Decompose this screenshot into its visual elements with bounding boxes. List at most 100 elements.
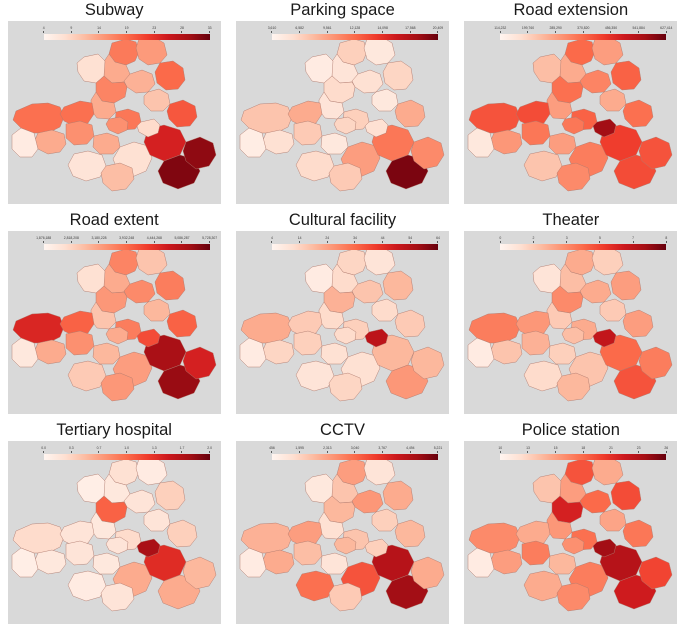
colorbar-tick-label: 14 bbox=[297, 236, 302, 240]
choropleth-map bbox=[11, 36, 216, 192]
district-guro-w bbox=[468, 127, 495, 158]
district-gangdong bbox=[410, 346, 445, 380]
colorbar-tick-label: 18 bbox=[581, 446, 586, 450]
colorbar-tick-mark bbox=[382, 241, 384, 244]
district-yeongdeungpo bbox=[293, 540, 323, 566]
district-gwanak bbox=[295, 150, 335, 182]
colorbar-tick-label: 21 bbox=[609, 446, 613, 450]
district-jongno bbox=[95, 285, 127, 314]
district-guro-w bbox=[11, 547, 38, 578]
district-gwangjin bbox=[166, 519, 197, 548]
map-canvas: 10 13 15 18 21 23 26 bbox=[464, 441, 678, 624]
map-canvas: 0 2 3 5 7 8 bbox=[464, 231, 678, 414]
colorbar-tick-mark bbox=[271, 241, 273, 244]
district-dongdaemun bbox=[143, 508, 170, 532]
district-nowon-n bbox=[592, 456, 624, 486]
map-panel-road-extent: Road extent 1,876,188 2,818,208 3,180,228 3… bbox=[0, 210, 228, 420]
district-yangcheon bbox=[34, 339, 66, 365]
district-yangcheon bbox=[262, 129, 295, 155]
district-gangseo bbox=[12, 522, 64, 554]
map-panel-road-extension: Road extension 114,232 199,760 285,290 370,… bbox=[457, 0, 685, 210]
colorbar-tick-label: 17,568 bbox=[405, 26, 416, 30]
colorbar-tick-mark bbox=[98, 451, 100, 454]
colorbar-ticks: 456 1,595 2,313 3,040 3,767 4,494 5,221 bbox=[269, 446, 442, 454]
colorbar-tick-mark bbox=[409, 31, 411, 34]
panel-title: Parking space bbox=[290, 1, 395, 19]
district-guro-w bbox=[239, 127, 267, 158]
colorbar-tick-label: 44 bbox=[380, 236, 385, 240]
colorbar-tick-label: 2.0 bbox=[207, 446, 213, 450]
district-jungnang bbox=[154, 480, 185, 511]
colorbar-tick-mark bbox=[555, 451, 557, 454]
district-jung bbox=[562, 326, 585, 345]
colorbar-tick-label: 456 bbox=[269, 446, 275, 450]
map-canvas: 4 14 24 34 44 54 64 bbox=[235, 231, 449, 414]
district-nowon-c bbox=[364, 538, 389, 558]
district-jung bbox=[333, 326, 357, 345]
colorbar-tick-label: 13 bbox=[526, 446, 530, 450]
district-jungnang bbox=[154, 60, 185, 91]
colorbar-tick-mark bbox=[409, 241, 411, 244]
district-nowon-c bbox=[136, 118, 160, 138]
colorbar-ticks: 1,876,188 2,818,208 3,180,228 3,932,248 4,44… bbox=[36, 236, 217, 244]
colorbar-tick-mark bbox=[437, 451, 439, 454]
district-geumcheon bbox=[557, 162, 591, 192]
district-yangcheon bbox=[34, 549, 66, 575]
colorbar-ticks: 3,610 6,582 9,561 12,128 14,098 17,568 20,409 bbox=[268, 26, 443, 34]
district-gangdong bbox=[639, 556, 673, 590]
district-geumcheon bbox=[557, 372, 591, 402]
colorbar-tick-label: 9 bbox=[70, 26, 73, 30]
district-yeongdeungpo bbox=[522, 540, 551, 566]
colorbar-tick-label: 23 bbox=[636, 446, 641, 450]
colorbar: 0 2 3 5 7 8 bbox=[499, 236, 667, 250]
colorbar-tick-label: 3,040 bbox=[350, 446, 360, 450]
colorbar-tick-mark bbox=[98, 241, 100, 244]
district-jongno bbox=[552, 75, 584, 104]
colorbar-tick-mark bbox=[126, 451, 128, 454]
colorbar-tick-mark bbox=[153, 31, 155, 34]
colorbar-tick-mark bbox=[499, 241, 501, 244]
map-canvas: 114,232 199,760 285,290 370,820 456,350 541,8… bbox=[464, 21, 678, 204]
colorbar-ticks: 10 13 15 18 21 23 26 bbox=[498, 446, 668, 454]
colorbar-gradient bbox=[500, 453, 667, 460]
colorbar-tick-mark bbox=[326, 241, 328, 244]
district-gangseo bbox=[469, 522, 521, 554]
colorbar-tick-mark bbox=[299, 31, 301, 34]
district-nowon-c bbox=[364, 328, 389, 348]
colorbar-tick-mark bbox=[209, 241, 211, 244]
colorbar-tick-mark bbox=[632, 241, 634, 244]
colorbar-tick-mark bbox=[70, 31, 72, 34]
district-jongno bbox=[95, 75, 127, 104]
district-mapo bbox=[59, 310, 94, 337]
colorbar-tick-label: 2,313 bbox=[323, 446, 332, 450]
district-nowon-n bbox=[363, 36, 396, 66]
district-gangdong bbox=[182, 346, 216, 380]
district-guro-w bbox=[239, 337, 267, 368]
district-gangdong bbox=[182, 136, 216, 170]
colorbar-tick-label: 1,876,188 bbox=[36, 236, 52, 240]
panel-title: Cultural facility bbox=[288, 211, 397, 229]
colorbar-tick-mark bbox=[43, 451, 45, 454]
district-gwangjin bbox=[394, 99, 426, 128]
district-dongdaemun bbox=[600, 508, 627, 532]
district-nowon-n bbox=[363, 456, 396, 486]
colorbar-tick-mark bbox=[181, 241, 183, 244]
colorbar-tick-mark bbox=[126, 241, 128, 244]
choropleth-map bbox=[468, 456, 673, 612]
colorbar: 3,610 6,582 9,561 12,128 14,098 17,568 20,409 bbox=[268, 26, 443, 40]
district-mapo bbox=[516, 100, 551, 127]
colorbar-gradient bbox=[43, 453, 210, 460]
colorbar-tick-label: 3,932,248 bbox=[119, 236, 135, 240]
colorbar-tick-mark bbox=[354, 31, 356, 34]
district-gwangjin bbox=[394, 519, 426, 548]
colorbar-tick-label: 5,728,307 bbox=[202, 236, 218, 240]
district-dongjak bbox=[549, 342, 577, 365]
district-mapo bbox=[516, 310, 551, 337]
district-gwangjin bbox=[166, 99, 197, 128]
colorbar-tick-mark bbox=[382, 31, 384, 34]
colorbar-tick-mark bbox=[610, 451, 612, 454]
colorbar-tick-mark bbox=[499, 31, 501, 34]
district-gangseo bbox=[469, 102, 521, 134]
colorbar-tick-mark bbox=[599, 241, 601, 244]
colorbar-tick-label: 3,180,228 bbox=[91, 236, 107, 240]
